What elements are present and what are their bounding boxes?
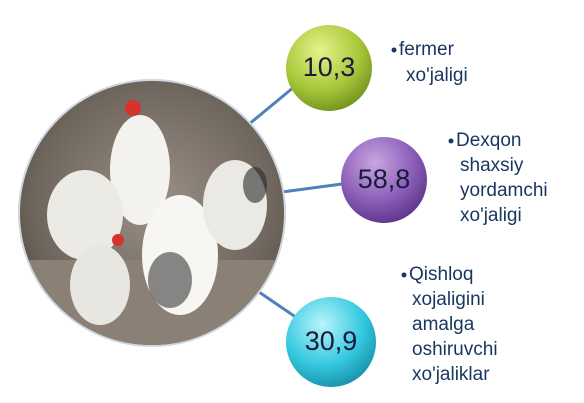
node-label: xo'jaligi xyxy=(460,205,522,226)
connector xyxy=(247,80,301,127)
photo xyxy=(18,79,286,347)
node-circle xyxy=(286,297,376,387)
node-label: fermer xyxy=(399,39,455,60)
node-label: xo'jaligi xyxy=(406,65,468,86)
node-label: amalga xyxy=(412,314,475,335)
node-label: yordamchi xyxy=(460,180,548,201)
node-value: 10,3 xyxy=(303,52,356,82)
connector xyxy=(255,288,301,322)
node-circle xyxy=(286,25,372,111)
bullet xyxy=(391,47,397,53)
bullet xyxy=(448,138,454,144)
node-circles xyxy=(286,25,427,387)
bullets xyxy=(391,47,454,278)
photo-comb xyxy=(112,234,124,246)
node-label: xo'jaliklar xyxy=(412,364,490,385)
connectors xyxy=(247,80,343,322)
node-label: Dexqon xyxy=(456,130,522,151)
photo-comb xyxy=(125,100,141,116)
node-label: shaxsiy xyxy=(460,155,524,176)
node-label: xojaligini xyxy=(412,289,485,310)
node-label: Qishloq xyxy=(409,264,473,285)
photo-chicken xyxy=(47,170,123,260)
connector xyxy=(281,182,343,194)
node-value: 58,8 xyxy=(358,164,411,194)
node-label: oshiruvchi xyxy=(412,339,498,360)
photo-feathers xyxy=(243,167,267,203)
photo-chicken xyxy=(70,245,130,325)
node-value: 30,9 xyxy=(305,326,358,356)
bullet xyxy=(401,272,407,278)
node-circle xyxy=(341,137,427,223)
photo-chicken xyxy=(110,115,170,225)
photo-feathers xyxy=(148,252,192,308)
